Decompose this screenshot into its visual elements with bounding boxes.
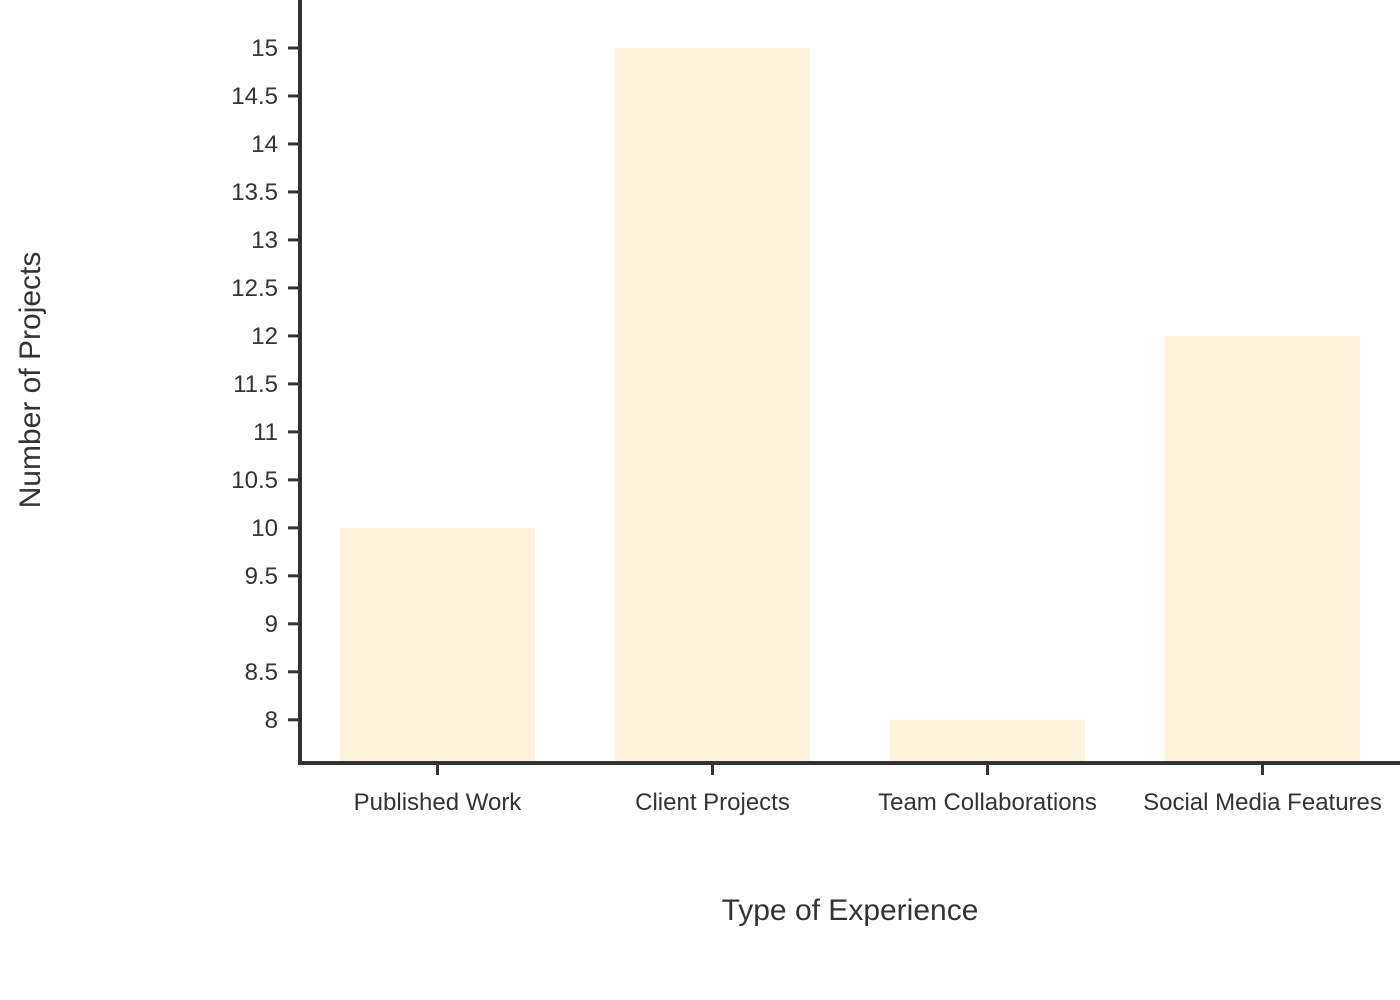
- x-axis-title: Type of Experience: [722, 894, 979, 927]
- y-tick-label: 9: [265, 611, 278, 638]
- y-tick-label: 15: [251, 35, 278, 62]
- bars-layer: [339, 47, 1361, 763]
- y-axis-title: Number of Projects: [14, 252, 47, 509]
- bar-team-collaborations: [889, 719, 1086, 763]
- x-tick-label: Social Media Features: [1143, 789, 1382, 816]
- y-axis: 8 8.5 9 9.5 10 10.5 11 11.5 12 12.5 13 13.5 14 14.5 15: [231, 0, 302, 765]
- bar-published-work: [339, 527, 536, 763]
- y-tick-label: 13: [251, 227, 278, 254]
- y-tick-label: 10.5: [231, 467, 278, 494]
- y-tick-label: 8.5: [245, 659, 278, 686]
- y-tick-label: 10: [251, 515, 278, 542]
- y-tick-label: 13.5: [231, 179, 278, 206]
- y-tick-label: 12.5: [231, 275, 278, 302]
- x-tick-label: Client Projects: [635, 789, 790, 816]
- x-tick-label: Published Work: [354, 789, 523, 816]
- y-tick-label: 11.5: [233, 371, 278, 398]
- y-tick-label: 8: [265, 707, 278, 734]
- y-tick-label: 14.5: [231, 83, 278, 110]
- y-tick-label: 11: [253, 419, 278, 446]
- x-tick-label: Team Collaborations: [878, 789, 1097, 816]
- bar-client-projects: [614, 47, 811, 763]
- x-axis: Published Work Client Projects Team Collab…: [298, 761, 1400, 816]
- y-tick-label: 9.5: [245, 563, 278, 590]
- y-tick-label: 12: [251, 323, 278, 350]
- y-tick-label: 14: [251, 131, 278, 158]
- bar-social-media-features: [1164, 335, 1361, 763]
